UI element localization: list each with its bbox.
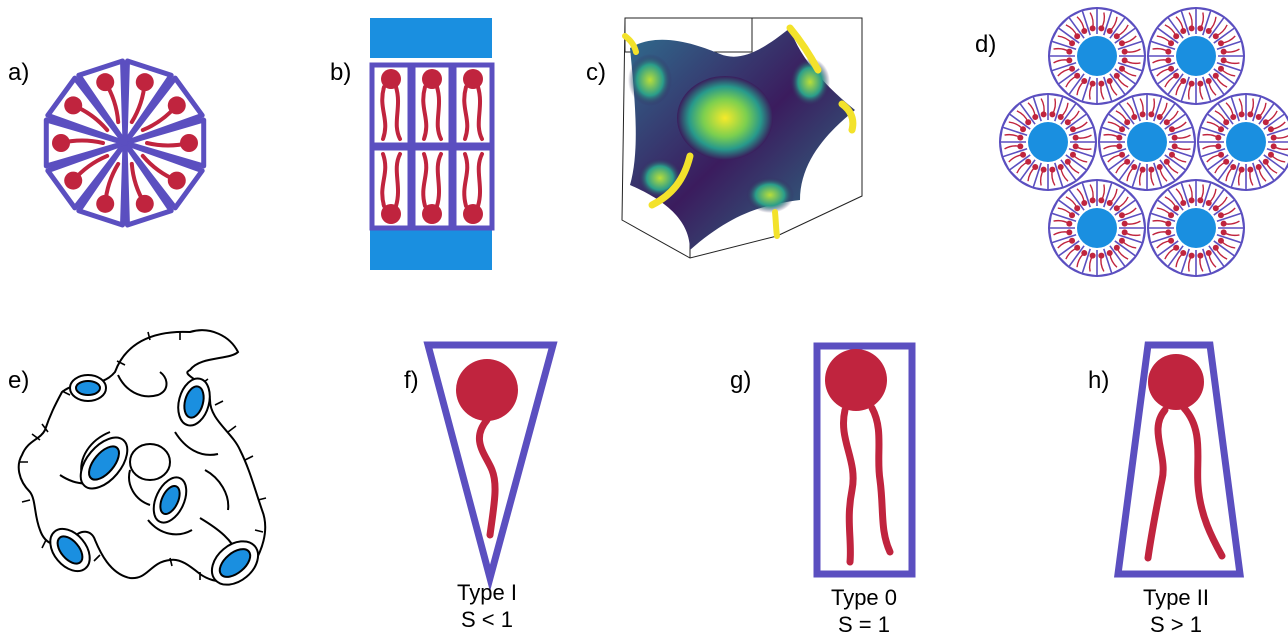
lipid-cell	[369, 145, 413, 231]
packing-parameter-label: S > 1	[1150, 612, 1202, 637]
surface-saddle-center	[677, 76, 773, 160]
water-core	[1226, 122, 1266, 162]
lipid-tail	[462, 152, 470, 208]
packing-parameter-label: S < 1	[461, 607, 513, 632]
lipid-tail-2	[1180, 404, 1226, 560]
water-layer-top	[370, 18, 492, 58]
lipid-tail	[59, 138, 105, 145]
panel-label-a: a)	[8, 59, 29, 86]
lipid-cell	[410, 62, 454, 148]
water-core	[1127, 122, 1167, 162]
lipid-headgroup	[463, 69, 483, 89]
cylinder-frame	[813, 342, 916, 578]
inverted-micelle	[1048, 7, 1146, 105]
shape-type-label: Type II	[1143, 585, 1209, 610]
shape-type-label: Type 0	[831, 585, 897, 610]
lipid-tail	[71, 103, 110, 133]
water-layer-bottom	[370, 230, 492, 270]
panel-label-d: d)	[975, 31, 996, 58]
lipid-tail	[380, 152, 388, 208]
lipid-tail-1	[840, 406, 857, 566]
bicontinuous-cubic-surface	[621, 17, 863, 259]
lipid-tail	[476, 85, 484, 141]
lipid-tail	[462, 85, 470, 141]
inverted-micelle	[1197, 93, 1288, 191]
lipid-tail-2	[868, 404, 894, 556]
inverted-micelle	[1098, 93, 1196, 191]
water-core	[1176, 36, 1216, 76]
lipid-tail	[394, 85, 402, 141]
lipid-tail	[421, 85, 429, 141]
sponge-outline	[17, 329, 267, 583]
lipid-tail	[140, 103, 179, 133]
lipid-tail	[140, 153, 179, 183]
lipid-tail-1	[1144, 406, 1169, 562]
water-core	[1077, 208, 1117, 248]
lipid-headgroup	[381, 69, 401, 89]
lipid-headgroup	[825, 349, 887, 411]
lipid-headgroup	[422, 69, 442, 89]
lipid-tail	[145, 141, 191, 148]
lipid-headgroup	[463, 204, 483, 224]
water-core	[1176, 208, 1216, 248]
inverted-micelle	[1048, 179, 1146, 277]
cone-frame	[423, 341, 558, 592]
type-0-molecule-shape: Type 0 S = 1	[813, 342, 916, 637]
inverted-micelle-diagram	[43, 58, 207, 228]
lipid-cell	[369, 62, 413, 148]
panel-label-g: g)	[730, 367, 751, 394]
inverted-micelle	[999, 93, 1097, 191]
water-core	[1028, 122, 1068, 162]
lipid-bilayer	[369, 62, 495, 231]
lipid-tail	[475, 416, 499, 539]
lipid-headgroup	[456, 359, 518, 421]
cone-frame	[1114, 341, 1244, 578]
type-i-molecule-shape: Type I S < 1	[423, 341, 558, 632]
water-core	[1077, 36, 1117, 76]
type-ii-molecule-shape: Type II S > 1	[1114, 341, 1244, 637]
inverted-micelle	[1147, 7, 1245, 105]
panel-label-h: h)	[1088, 367, 1109, 394]
lipid-tail	[435, 85, 443, 141]
lipid-headgroup	[381, 204, 401, 224]
micelle-array-diagram	[999, 7, 1288, 277]
lipid-tail	[103, 161, 121, 206]
panel-label-b: b)	[330, 59, 351, 86]
lipid-cell	[451, 62, 495, 148]
lipid-cell	[410, 145, 454, 231]
lipid-tail	[129, 161, 147, 206]
lipid-tail	[476, 152, 484, 208]
shape-type-label: Type I	[457, 580, 517, 605]
lipid-headgroup	[1148, 354, 1204, 410]
lipid-tail	[421, 152, 429, 208]
lipid-tail	[71, 153, 110, 183]
lipid-tail	[129, 80, 147, 125]
lipid-cell	[451, 145, 495, 231]
lipid-tail	[394, 152, 402, 208]
lipid-wedge	[76, 58, 128, 146]
lipid-headgroup	[422, 204, 442, 224]
lipid-tail	[103, 80, 121, 125]
lipid-tail	[380, 85, 388, 141]
panel-label-f: f)	[404, 367, 419, 394]
panel-label-e: e)	[8, 367, 29, 394]
inverted-micelle	[1147, 179, 1245, 277]
panel-label-c: c)	[586, 59, 606, 86]
packing-parameter-label: S = 1	[838, 612, 890, 637]
lamellar-phase-diagram	[369, 18, 495, 270]
sponge-phase-sketch	[17, 329, 267, 586]
lipid-tail	[435, 152, 443, 208]
